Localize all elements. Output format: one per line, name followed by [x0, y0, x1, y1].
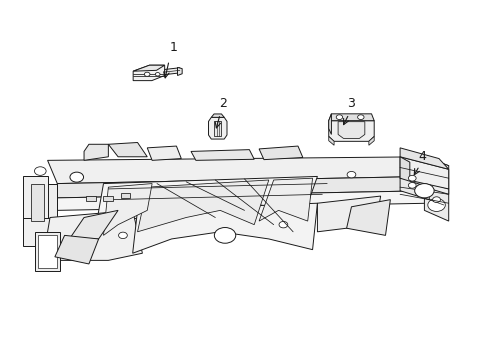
Polygon shape: [133, 65, 164, 81]
Polygon shape: [368, 136, 373, 145]
Polygon shape: [346, 200, 389, 235]
Polygon shape: [164, 68, 180, 75]
Circle shape: [70, 172, 83, 182]
Polygon shape: [424, 157, 448, 221]
Circle shape: [214, 228, 235, 243]
Polygon shape: [55, 235, 99, 264]
Polygon shape: [23, 217, 52, 246]
Circle shape: [407, 175, 415, 181]
Polygon shape: [259, 146, 302, 159]
Polygon shape: [399, 157, 409, 184]
Polygon shape: [147, 146, 181, 160]
Polygon shape: [191, 150, 254, 160]
Polygon shape: [328, 121, 373, 141]
Text: 1: 1: [170, 41, 178, 54]
Polygon shape: [399, 148, 448, 169]
Circle shape: [72, 173, 81, 180]
Circle shape: [407, 183, 415, 188]
Polygon shape: [132, 203, 317, 253]
Polygon shape: [47, 157, 428, 184]
Polygon shape: [38, 235, 57, 267]
Polygon shape: [328, 114, 331, 134]
Polygon shape: [45, 210, 142, 260]
Circle shape: [432, 197, 440, 203]
Text: 2: 2: [218, 97, 226, 110]
Polygon shape: [317, 196, 380, 232]
Polygon shape: [103, 196, 113, 202]
Polygon shape: [103, 184, 152, 235]
Polygon shape: [177, 67, 182, 76]
Polygon shape: [108, 143, 147, 157]
Circle shape: [357, 115, 363, 120]
Text: 4: 4: [417, 150, 425, 163]
Polygon shape: [208, 117, 226, 139]
Circle shape: [34, 167, 46, 175]
Circle shape: [155, 73, 160, 76]
Polygon shape: [424, 182, 448, 194]
Polygon shape: [35, 232, 60, 271]
Circle shape: [346, 171, 355, 178]
Polygon shape: [28, 184, 57, 217]
Polygon shape: [211, 114, 224, 117]
Polygon shape: [94, 176, 317, 239]
Polygon shape: [399, 157, 448, 189]
Circle shape: [414, 184, 433, 198]
Circle shape: [279, 221, 287, 228]
Circle shape: [118, 232, 127, 239]
Polygon shape: [328, 136, 333, 145]
Polygon shape: [108, 158, 356, 182]
Text: 3: 3: [347, 97, 355, 110]
Polygon shape: [120, 193, 130, 198]
Circle shape: [427, 199, 445, 211]
Polygon shape: [86, 196, 96, 202]
Polygon shape: [137, 180, 268, 232]
Polygon shape: [337, 122, 364, 138]
Polygon shape: [259, 178, 312, 221]
Polygon shape: [328, 114, 373, 121]
Circle shape: [336, 115, 342, 120]
Polygon shape: [69, 210, 118, 239]
Circle shape: [144, 72, 150, 76]
Polygon shape: [214, 121, 221, 136]
Polygon shape: [84, 144, 108, 160]
Polygon shape: [399, 178, 428, 200]
Polygon shape: [57, 191, 428, 210]
Polygon shape: [30, 184, 43, 221]
Polygon shape: [57, 176, 428, 198]
Polygon shape: [133, 65, 164, 71]
Polygon shape: [23, 176, 47, 232]
